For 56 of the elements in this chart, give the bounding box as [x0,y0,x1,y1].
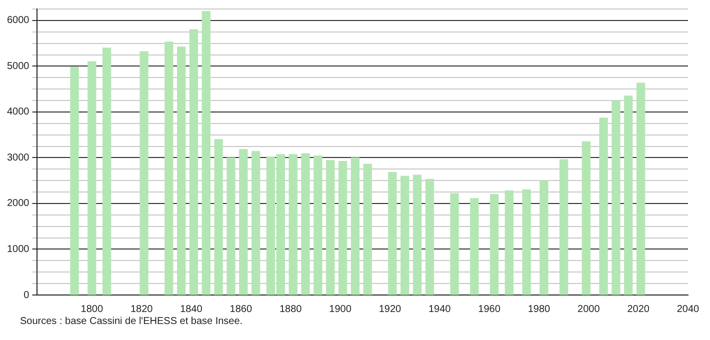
bar [599,118,608,295]
y-tick-label: 5000 [6,60,30,72]
bar [164,42,174,295]
bar [624,96,633,295]
bar [425,178,434,295]
x-tick-label: 2000 [578,304,600,315]
bar [559,159,568,295]
x-tick-label: 1900 [329,304,352,315]
bar [189,29,198,295]
x-tick-label: 2020 [627,304,650,315]
bar [214,139,223,295]
y-tick-label: 6000 [6,15,30,26]
y-tick-label: 2000 [6,198,30,210]
source-note: Sources : base Cassini de l'EHESS et base Insee. [20,316,244,327]
bar [388,172,397,295]
bar [490,194,499,295]
y-tick-label: 4000 [6,106,30,118]
x-tick-label: 1800 [80,304,104,315]
bar [251,150,260,295]
x-tick-label: 1820 [130,304,154,315]
x-tick-label: 1840 [180,304,203,315]
y-tick-label: 3000 [6,152,30,164]
bar [363,164,372,295]
x-tick-label: 1920 [378,304,402,315]
y-tick-label: 1000 [6,244,30,255]
bar [226,157,236,295]
bar [301,153,310,295]
x-tick-label: 1860 [230,304,252,315]
bar [102,48,112,295]
bar [314,156,322,295]
bar [338,161,348,295]
bar [239,149,248,295]
bar [540,180,548,295]
x-tick-label: 1940 [428,304,452,315]
bar [522,189,531,295]
bar [88,61,96,295]
bar [202,10,210,295]
x-tick-label: 1980 [528,304,551,315]
bar [470,198,479,295]
bar [326,160,335,295]
bar [582,141,590,295]
bar [612,100,620,295]
bar [400,176,410,295]
bar [70,66,79,295]
x-tick-label: 1960 [478,304,501,315]
y-tick-label: 0 [24,290,30,301]
bar [412,174,422,295]
bar [636,82,646,295]
bar [288,154,298,295]
bar [350,157,360,295]
x-tick-label: 2040 [676,304,700,315]
bar [450,193,459,295]
x-tick-label: 1880 [279,304,302,315]
bar [140,51,148,295]
bar [176,46,186,295]
bar [504,190,514,295]
